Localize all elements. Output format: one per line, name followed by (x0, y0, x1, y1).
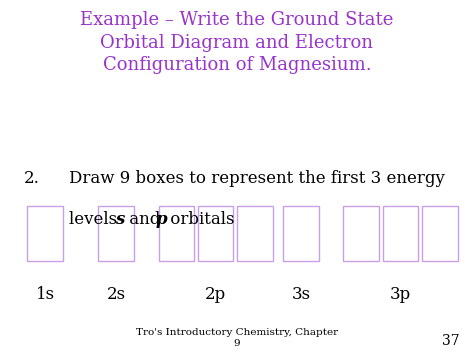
Bar (198, 206, 233, 261)
Text: 1s: 1s (36, 286, 55, 303)
Text: Tro's Introductory Chemistry, Chapter
9: Tro's Introductory Chemistry, Chapter 9 (136, 328, 338, 348)
Bar (158, 206, 194, 261)
Bar (383, 206, 418, 261)
Bar (422, 206, 457, 261)
Text: Example – Write the Ground State
Orbital Diagram and Electron
Configuration of M: Example – Write the Ground State Orbital… (80, 11, 394, 75)
Text: p: p (156, 211, 168, 228)
Text: 3s: 3s (292, 286, 310, 303)
Text: levels: levels (69, 211, 122, 228)
Text: s: s (115, 211, 125, 228)
Text: Draw 9 boxes to represent the first 3 energy: Draw 9 boxes to represent the first 3 en… (69, 170, 445, 187)
Bar (27, 206, 63, 261)
Bar (98, 206, 134, 261)
Text: 2p: 2p (205, 286, 226, 303)
Bar (343, 206, 379, 261)
Text: 2s: 2s (107, 286, 126, 303)
Bar (237, 206, 273, 261)
Text: 3p: 3p (390, 286, 411, 303)
Text: orbitals: orbitals (165, 211, 235, 228)
Text: 37: 37 (442, 334, 460, 348)
Text: and: and (124, 211, 165, 228)
Bar (283, 206, 319, 261)
Text: 2.: 2. (24, 170, 39, 187)
